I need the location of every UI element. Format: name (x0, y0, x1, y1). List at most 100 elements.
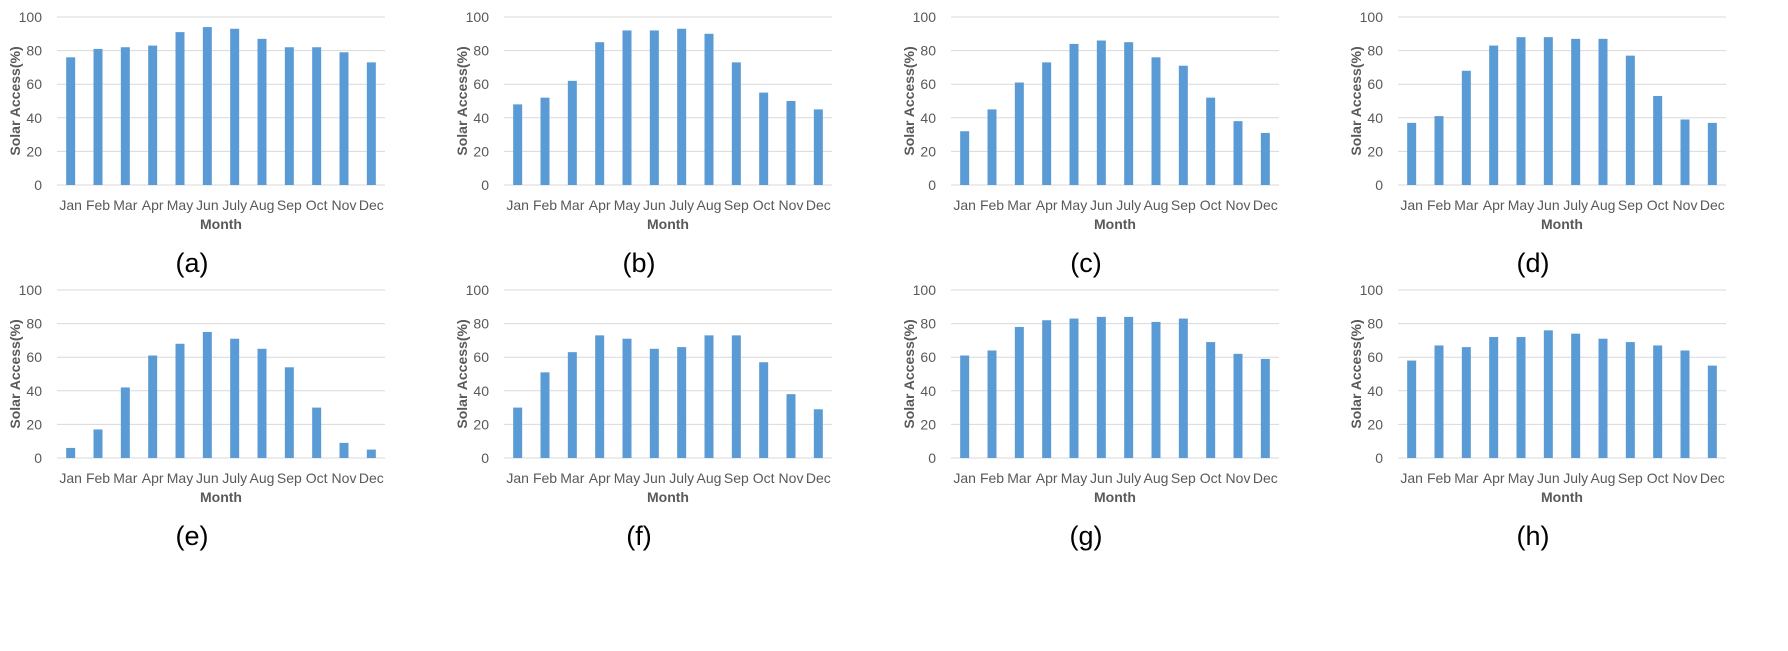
panel-caption: (h) (1517, 521, 1550, 551)
bar-sep (1625, 342, 1635, 458)
bar-may (622, 30, 632, 185)
y-axis-title: Solar Access(%) (1348, 46, 1364, 155)
x-tick-label: Nov (779, 197, 804, 213)
bar-feb (540, 97, 550, 185)
bar-may (1516, 37, 1526, 185)
x-tick-label: Aug (1144, 197, 1169, 213)
y-tick-label: 60 (473, 349, 489, 365)
bar-may (1516, 337, 1526, 458)
bar-nov (1680, 350, 1690, 458)
chart-panel-h: 0 20 40 60 80 100 Jan Feb Mar Apr May Jun July Aug Sep… (1341, 273, 1788, 598)
bar-oct (759, 362, 769, 458)
bar-aug (704, 335, 714, 458)
y-tick-label: 40 (473, 383, 489, 399)
bar-jun (1543, 37, 1553, 185)
bar-jun (649, 348, 659, 458)
bar-jan (66, 57, 76, 185)
y-tick-label: 20 (1367, 143, 1383, 159)
x-tick-label: Sep (1618, 470, 1643, 486)
x-tick-label: Apr (1483, 197, 1505, 213)
x-tick-label: May (1508, 197, 1534, 213)
panel-caption: (a) (176, 248, 209, 278)
bar-apr (1489, 45, 1499, 186)
bar-may (175, 32, 185, 186)
x-tick-label: May (614, 197, 640, 213)
y-tick-label: 40 (920, 110, 936, 126)
y-tick-label: 60 (920, 349, 936, 365)
x-tick-label: Aug (1591, 470, 1616, 486)
x-tick-label: Jan (953, 197, 976, 213)
y-tick-label: 100 (913, 9, 937, 25)
panel-caption: (d) (1517, 248, 1550, 278)
bar-dec (1260, 132, 1270, 185)
panel-caption: (b) (623, 248, 656, 278)
y-tick-label: 80 (1367, 316, 1383, 332)
y-tick-label: 0 (1375, 450, 1383, 466)
x-tick-label: Jun (1537, 470, 1560, 486)
x-tick-label: Jan (1400, 197, 1423, 213)
bar-jan (960, 355, 970, 458)
y-axis-title: Solar Access(%) (454, 46, 470, 155)
bar-chart-b: 0 20 40 60 80 100 Jan Feb Mar Apr May Jun July Aug Sep… (454, 9, 832, 278)
x-tick-label: Dec (1253, 197, 1278, 213)
y-tick-label: 60 (473, 76, 489, 92)
y-tick-label: 0 (928, 450, 936, 466)
chart-panel-c: 0 20 40 60 80 100 Jan Feb Mar Apr May Jun July Aug Sep… (894, 0, 1341, 325)
x-tick-label: Oct (306, 470, 328, 486)
bar-may (175, 343, 185, 458)
bar-dec (813, 409, 823, 458)
bar-oct (1206, 342, 1216, 458)
x-tick-label: Dec (806, 470, 831, 486)
bar-nov (1233, 121, 1243, 185)
x-tick-label: Oct (753, 470, 775, 486)
bar-apr (1042, 62, 1052, 185)
x-tick-label: Mar (1454, 197, 1478, 213)
x-tick-label: Jun (643, 470, 666, 486)
chart-panel-a: 0 20 40 60 80 100 Jan Feb Mar Apr May Jun July Aug Sep… (0, 0, 447, 325)
x-tick-label: Mar (113, 470, 137, 486)
y-axis-title: Solar Access(%) (901, 46, 917, 155)
bar-aug (704, 33, 714, 185)
x-tick-label: Feb (980, 470, 1004, 486)
bar-dec (1707, 365, 1717, 458)
bar-jun (202, 27, 212, 185)
y-axis-title: Solar Access(%) (454, 319, 470, 428)
bar-sep (284, 47, 294, 185)
x-tick-label: Nov (1673, 197, 1698, 213)
x-tick-label: Oct (306, 197, 328, 213)
chart-panel-d: 0 20 40 60 80 100 Jan Feb Mar Apr May Jun July Aug Sep… (1341, 0, 1788, 325)
bar-aug (1151, 321, 1161, 458)
bar-mar (1014, 82, 1024, 185)
y-tick-label: 80 (1367, 43, 1383, 59)
x-tick-label: Apr (142, 197, 164, 213)
x-tick-label: Oct (753, 197, 775, 213)
bar-apr (1042, 320, 1052, 458)
x-tick-label: Mar (560, 197, 584, 213)
x-tick-label: Aug (697, 197, 722, 213)
y-tick-label: 60 (1367, 349, 1383, 365)
x-tick-label: Feb (86, 197, 110, 213)
x-tick-label: July (669, 470, 694, 486)
x-tick-label: Jan (59, 470, 82, 486)
x-axis-title: Month (1541, 216, 1583, 232)
x-tick-label: Feb (980, 197, 1004, 213)
x-tick-label: Jun (1090, 470, 1113, 486)
bar-nov (339, 442, 349, 458)
bar-jan (1407, 122, 1417, 185)
bar-chart-a: 0 20 40 60 80 100 Jan Feb Mar Apr May Jun July Aug Sep… (7, 9, 385, 278)
x-tick-label: July (1563, 470, 1588, 486)
x-tick-label: May (614, 470, 640, 486)
y-tick-label: 40 (26, 383, 42, 399)
y-tick-label: 60 (26, 349, 42, 365)
bar-nov (339, 52, 349, 185)
x-tick-label: Feb (533, 470, 557, 486)
x-tick-label: July (222, 197, 247, 213)
x-tick-label: Oct (1200, 470, 1222, 486)
x-axis-title: Month (647, 489, 689, 505)
x-tick-label: May (1508, 470, 1534, 486)
x-tick-label: Aug (1144, 470, 1169, 486)
bar-chart-c: 0 20 40 60 80 100 Jan Feb Mar Apr May Jun July Aug Sep… (901, 9, 1279, 278)
x-tick-label: Nov (1673, 470, 1698, 486)
x-tick-label: Sep (1618, 197, 1643, 213)
